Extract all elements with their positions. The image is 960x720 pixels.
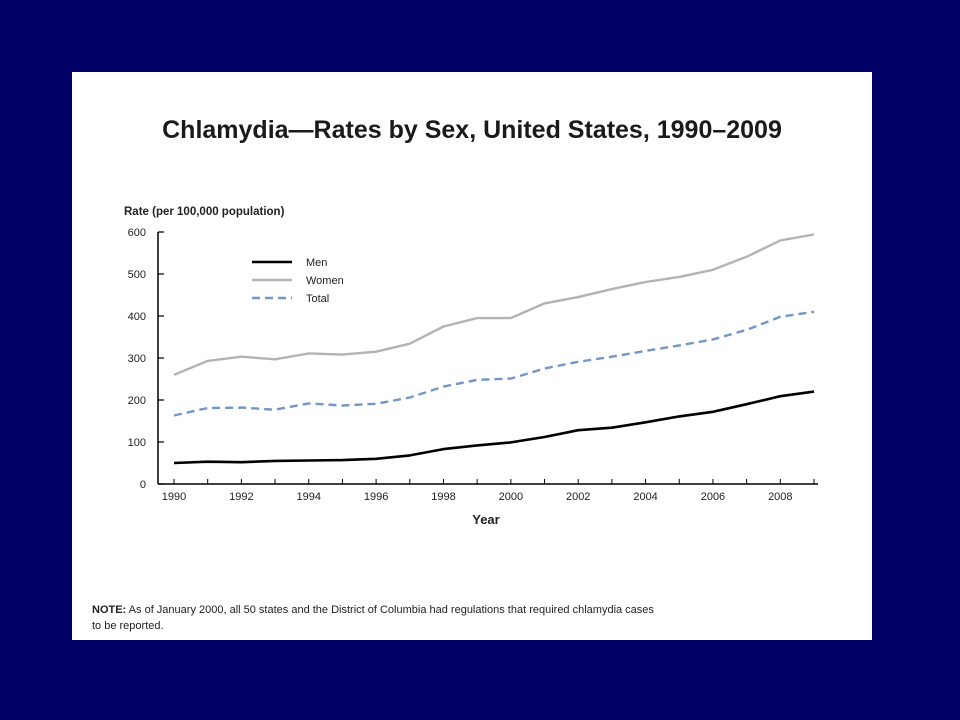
series-line-women	[173, 233, 815, 376]
x-tick-label: 2004	[633, 491, 657, 503]
legend-label-women: Women	[306, 275, 344, 287]
legend: Men Women Total	[252, 257, 344, 305]
y-tick-label: 200	[128, 395, 146, 407]
y-axis-label: Rate (per 100,000 population)	[124, 206, 285, 218]
x-tick-label: 1990	[162, 491, 186, 503]
legend-label-total: Total	[306, 293, 329, 305]
series-line-total	[173, 310, 815, 417]
x-tick-label: 1996	[364, 491, 388, 503]
slide-panel: Chlamydia—Rates by Sex, United States, 1…	[72, 72, 872, 640]
y-tick-label: 0	[140, 479, 146, 491]
x-tick-label: 1994	[296, 491, 320, 503]
y-tick-label: 300	[128, 353, 146, 365]
x-tick-label: 1992	[229, 491, 253, 503]
x-tick-label: 2008	[768, 491, 792, 503]
y-tick-label: 400	[128, 311, 146, 323]
note-text-line2: to be reported.	[92, 620, 164, 632]
note-text: As of January 2000, all 50 states and th…	[126, 604, 654, 616]
x-tick-label: 2006	[701, 491, 725, 503]
y-tick-label: 500	[128, 269, 146, 281]
line-chart: 0 100 200 300 400 500 600 1990 1992 1994 1996 1998 2…	[128, 227, 818, 527]
x-tick-label: 2000	[499, 491, 523, 503]
series-lines	[173, 233, 815, 465]
series-line-men	[173, 390, 815, 465]
legend-label-men: Men	[306, 257, 327, 269]
chart-title: Chlamydia—Rates by Sex, United States, 1…	[162, 116, 782, 144]
x-tick-label: 2002	[566, 491, 590, 503]
y-tick-label: 100	[128, 437, 146, 449]
footnote: NOTE: As of January 2000, all 50 states …	[92, 602, 832, 634]
x-axis-label: Year	[472, 512, 499, 527]
x-tick-label: 1998	[431, 491, 455, 503]
y-tick-label: 600	[128, 227, 146, 239]
axes: 0 100 200 300 400 500 600 1990 1992 1994 1996 1998 2…	[128, 227, 818, 503]
note-label: NOTE:	[92, 604, 127, 616]
